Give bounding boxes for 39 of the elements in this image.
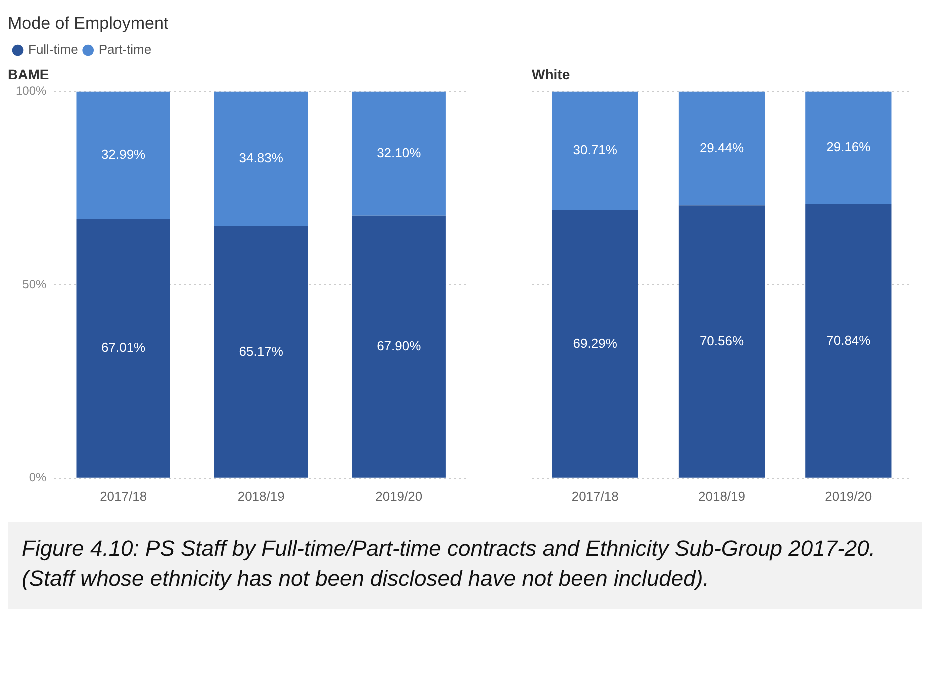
data-label: 70.84% bbox=[826, 332, 872, 348]
data-label: 67.90% bbox=[377, 338, 422, 354]
data-label: 29.44% bbox=[700, 140, 744, 156]
bar bbox=[678, 206, 766, 478]
x-tick-label: 2018/19 bbox=[238, 488, 285, 504]
x-tick-label: 2019/20 bbox=[825, 488, 872, 504]
data-label: 32.10% bbox=[377, 145, 422, 160]
bar bbox=[552, 210, 638, 478]
data-label: 32.99% bbox=[102, 147, 146, 162]
bar bbox=[552, 92, 638, 211]
legend-label: Part-time bbox=[98, 42, 152, 58]
x-tick-label: 2017/18 bbox=[572, 488, 619, 504]
bar bbox=[352, 92, 446, 216]
data-label: 65.17% bbox=[239, 344, 284, 359]
bar bbox=[806, 204, 892, 478]
x-tick-label: 2017/18 bbox=[100, 488, 148, 504]
bar bbox=[214, 92, 308, 226]
chart-title: Mode of Employment bbox=[8, 13, 170, 35]
y-tick-label: 100% bbox=[16, 84, 48, 98]
data-label: 69.29% bbox=[573, 336, 618, 351]
x-tick-label: 2019/20 bbox=[376, 488, 423, 504]
chart-subtitle: BAME bbox=[8, 66, 50, 82]
y-tick-label: 50% bbox=[22, 277, 48, 292]
data-label: 29.16% bbox=[826, 140, 872, 155]
bar bbox=[214, 226, 308, 478]
bar bbox=[806, 92, 892, 205]
legend-label: Full-time bbox=[28, 42, 78, 58]
data-label: 30.71% bbox=[573, 142, 618, 158]
bar bbox=[678, 92, 766, 206]
bar bbox=[76, 219, 170, 478]
x-tick-label: 2018/19 bbox=[698, 488, 746, 504]
caption: Figure 4.10: PS Staff by Full-time/Part-time contracts and Ethnicity Sub-Group 2017-20. (Staff whose ethnicity has not been disclosed have not been included). bbox=[8, 522, 922, 610]
data-label: 34.83% bbox=[239, 150, 284, 166]
bar bbox=[76, 92, 170, 220]
bar bbox=[352, 216, 446, 478]
data-label: 70.56% bbox=[700, 333, 744, 348]
y-tick-label: 0% bbox=[29, 470, 48, 485]
data-label: 67.01% bbox=[102, 340, 146, 356]
chart-subtitle: White bbox=[532, 66, 570, 82]
